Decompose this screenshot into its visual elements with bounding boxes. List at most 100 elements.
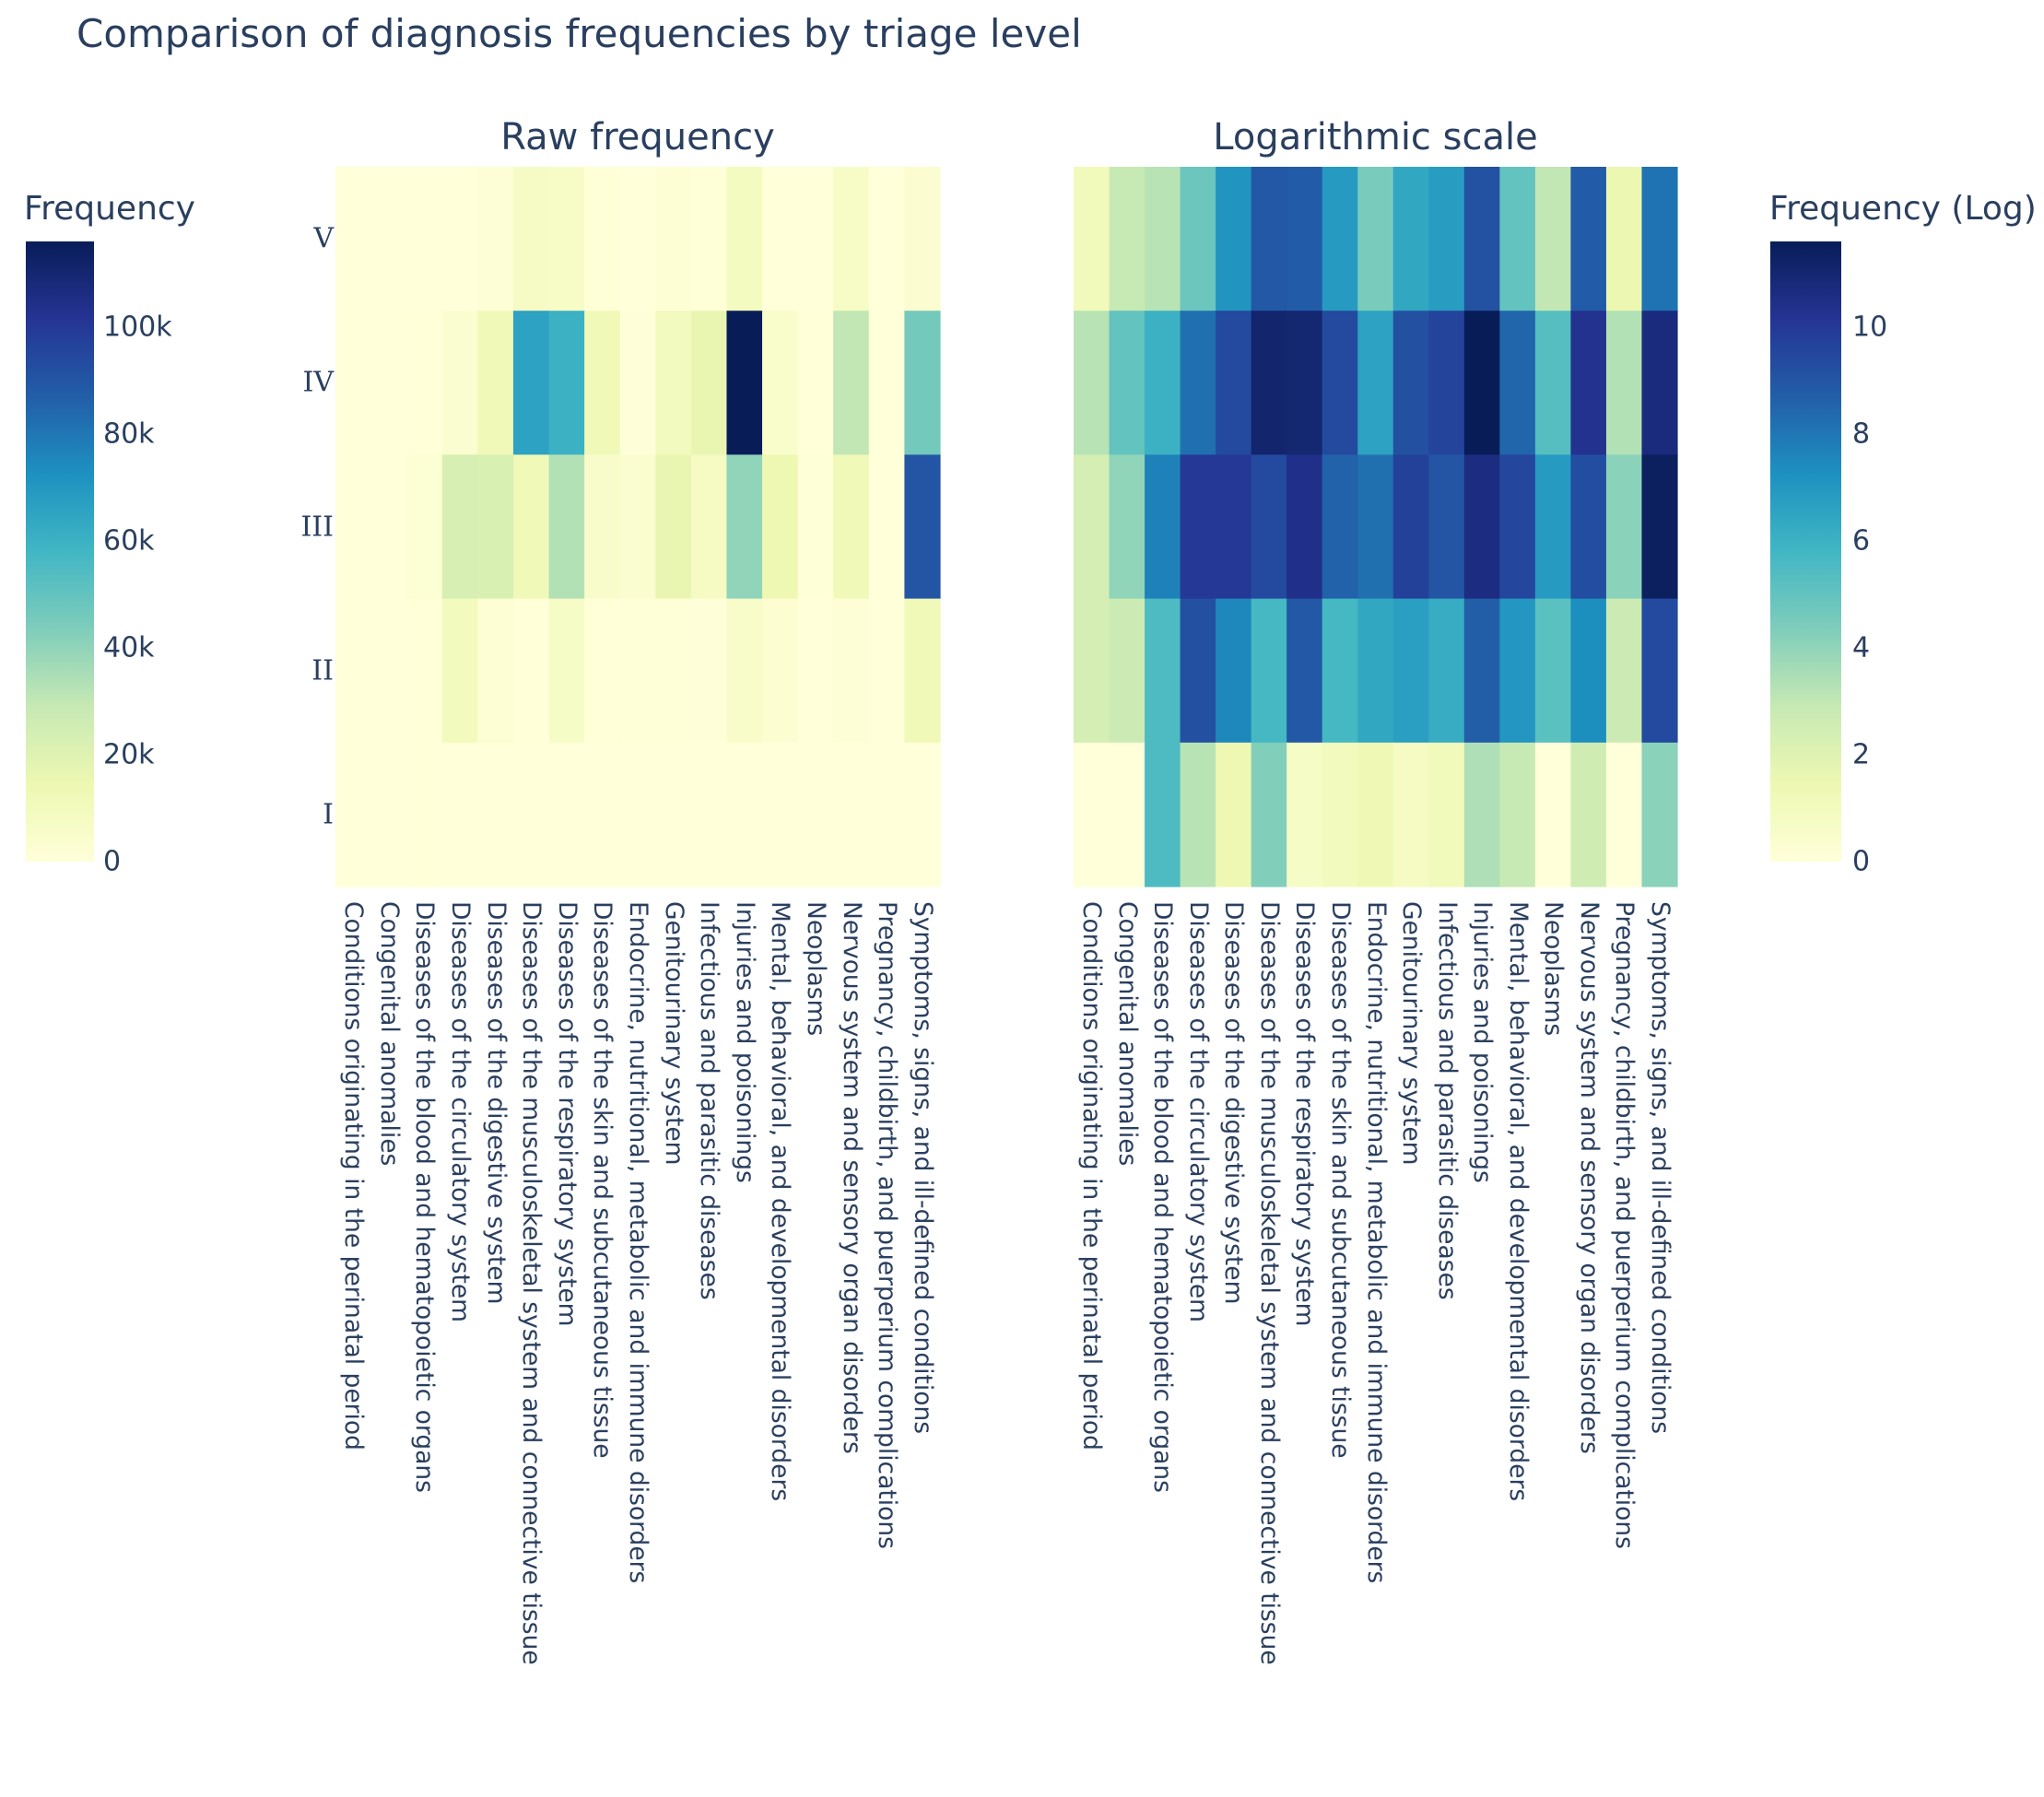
heatmap-cell[interactable] <box>1357 311 1394 455</box>
heatmap-cell[interactable] <box>584 167 621 311</box>
heatmap-cell[interactable] <box>1145 454 1181 600</box>
heatmap-cell[interactable] <box>1605 454 1643 600</box>
heatmap-cell[interactable] <box>1570 454 1607 600</box>
heatmap-cell[interactable] <box>726 454 763 600</box>
heatmap-cell[interactable] <box>1641 311 1678 455</box>
heatmap-cell[interactable] <box>904 311 941 455</box>
heatmap-cell[interactable] <box>406 454 443 600</box>
heatmap-cell[interactable] <box>655 454 692 600</box>
heatmap-cell[interactable] <box>1357 454 1394 600</box>
heatmap-cell[interactable] <box>1216 311 1252 455</box>
heatmap-cell[interactable] <box>1605 311 1643 455</box>
heatmap-cell[interactable] <box>477 742 514 887</box>
heatmap-cell[interactable] <box>441 742 478 887</box>
heatmap-cell[interactable] <box>370 167 407 311</box>
heatmap-cell[interactable] <box>1570 311 1607 455</box>
heatmap-cell[interactable] <box>1570 742 1607 887</box>
heatmap-cell[interactable] <box>1286 311 1323 455</box>
heatmap-cell[interactable] <box>584 454 621 600</box>
heatmap-cell[interactable] <box>1109 167 1145 311</box>
heatmap-cell[interactable] <box>1109 311 1145 455</box>
heatmap-cell[interactable] <box>1641 167 1678 311</box>
heatmap-cell[interactable] <box>584 311 621 455</box>
heatmap-cell[interactable] <box>1463 598 1500 744</box>
heatmap-cell[interactable] <box>868 311 906 455</box>
heatmap-cell[interactable] <box>512 311 550 455</box>
heatmap-cell[interactable] <box>477 167 514 311</box>
heatmap-cell[interactable] <box>406 167 443 311</box>
heatmap-cell[interactable] <box>619 167 656 311</box>
heatmap-cell[interactable] <box>1109 454 1145 600</box>
heatmap-cell[interactable] <box>1251 454 1287 600</box>
heatmap-cell[interactable] <box>1180 742 1216 887</box>
heatmap-cell[interactable] <box>1463 742 1500 887</box>
heatmap-cell[interactable] <box>1499 454 1536 600</box>
heatmap-cell[interactable] <box>1145 742 1181 887</box>
heatmap-cell[interactable] <box>1428 167 1465 311</box>
heatmap-cell[interactable] <box>1357 167 1394 311</box>
heatmap-cell[interactable] <box>1357 742 1394 887</box>
heatmap-cell[interactable] <box>1463 454 1500 600</box>
heatmap-cell[interactable] <box>1605 742 1643 887</box>
heatmap-cell[interactable] <box>370 598 407 744</box>
heatmap-cell[interactable] <box>1251 167 1287 311</box>
heatmap-cell[interactable] <box>868 454 906 600</box>
heatmap-cell[interactable] <box>441 454 478 600</box>
heatmap-cell[interactable] <box>1286 598 1323 744</box>
heatmap-cell[interactable] <box>690 598 728 744</box>
heatmap-cell[interactable] <box>1180 167 1216 311</box>
heatmap-cell[interactable] <box>335 742 372 887</box>
heatmap-cell[interactable] <box>833 598 870 744</box>
heatmap-cell[interactable] <box>1499 311 1536 455</box>
heatmap-cell[interactable] <box>1534 167 1572 311</box>
heatmap-cell[interactable] <box>1216 454 1252 600</box>
heatmap-cell[interactable] <box>655 167 692 311</box>
heatmap-cell[interactable] <box>797 742 834 887</box>
heatmap-cell[interactable] <box>1428 311 1465 455</box>
heatmap-cell[interactable] <box>1463 311 1500 455</box>
heatmap-cell[interactable] <box>406 742 443 887</box>
heatmap-cell[interactable] <box>762 167 799 311</box>
heatmap-cell[interactable] <box>833 742 870 887</box>
heatmap-cell[interactable] <box>335 167 372 311</box>
heatmap-cell[interactable] <box>868 167 906 311</box>
heatmap-cell[interactable] <box>1180 311 1216 455</box>
heatmap-cell[interactable] <box>797 454 834 600</box>
heatmap-cell[interactable] <box>690 167 728 311</box>
heatmap-cell[interactable] <box>370 311 407 455</box>
heatmap-cell[interactable] <box>1286 454 1323 600</box>
heatmap-cell[interactable] <box>619 598 656 744</box>
heatmap-cell[interactable] <box>370 454 407 600</box>
heatmap-cell[interactable] <box>441 598 478 744</box>
heatmap-cell[interactable] <box>1605 598 1643 744</box>
heatmap-cell[interactable] <box>833 167 870 311</box>
heatmap-cell[interactable] <box>1109 742 1145 887</box>
heatmap-cell[interactable] <box>1641 742 1678 887</box>
heatmap-cell[interactable] <box>1392 167 1429 311</box>
heatmap-cell[interactable] <box>512 454 550 600</box>
heatmap-cell[interactable] <box>833 311 870 455</box>
heatmap-cell[interactable] <box>1570 598 1607 744</box>
heatmap-cell[interactable] <box>1499 598 1536 744</box>
heatmap-cell[interactable] <box>1074 598 1110 744</box>
heatmap-cell[interactable] <box>477 598 514 744</box>
heatmap-cell[interactable] <box>406 598 443 744</box>
heatmap-cell[interactable] <box>1428 742 1465 887</box>
heatmap-cell[interactable] <box>1322 311 1358 455</box>
heatmap-cell[interactable] <box>1286 742 1323 887</box>
heatmap-cell[interactable] <box>477 311 514 455</box>
heatmap-cell[interactable] <box>1251 311 1287 455</box>
heatmap-cell[interactable] <box>1534 742 1572 887</box>
heatmap-cell[interactable] <box>1534 454 1572 600</box>
heatmap-cell[interactable] <box>548 167 585 311</box>
heatmap-cell[interactable] <box>619 742 656 887</box>
heatmap-cell[interactable] <box>548 598 585 744</box>
heatmap-cell[interactable] <box>797 311 834 455</box>
heatmap-cell[interactable] <box>335 598 372 744</box>
heatmap-cell[interactable] <box>868 742 906 887</box>
heatmap-cell[interactable] <box>726 167 763 311</box>
heatmap-cell[interactable] <box>762 598 799 744</box>
heatmap-cell[interactable] <box>1428 454 1465 600</box>
heatmap-cell[interactable] <box>655 742 692 887</box>
heatmap-cell[interactable] <box>1392 598 1429 744</box>
